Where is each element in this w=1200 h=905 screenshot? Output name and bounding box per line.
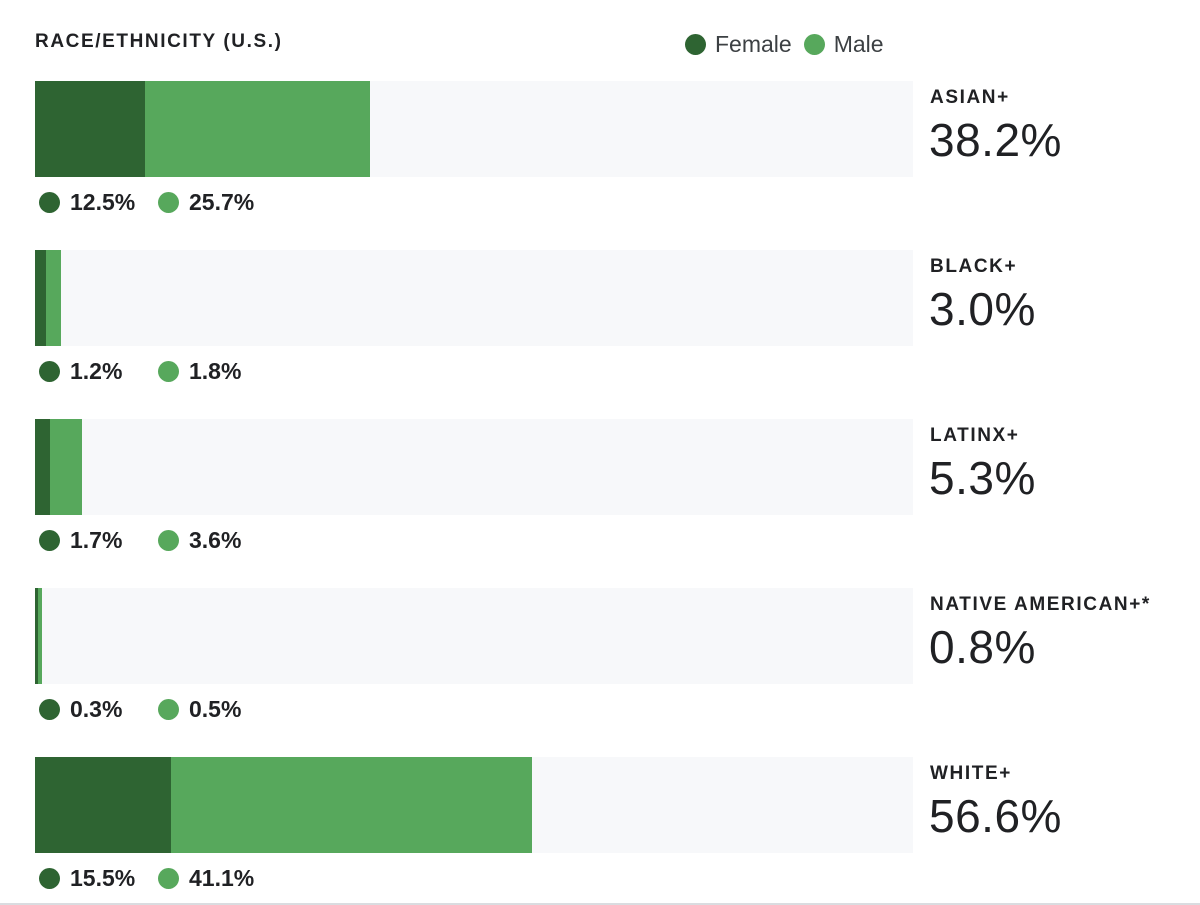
category-label: ASIAN+ xyxy=(930,87,1010,108)
bar-group-white: WHITE+ 56.6% 15.5% 41.1% xyxy=(0,757,1200,897)
chart-title: RACE/ETHNICITY (U.S.) xyxy=(35,31,283,52)
female-value-dot xyxy=(39,361,60,382)
category-total: 0.8% xyxy=(929,621,1036,673)
female-value: 12.5% xyxy=(39,189,135,216)
category-total: 38.2% xyxy=(929,114,1062,166)
category-total: 5.3% xyxy=(929,452,1036,504)
bar-group-latinx: LATINX+ 5.3% 1.7% 3.6% xyxy=(0,419,1200,559)
female-value-text: 1.2% xyxy=(70,358,123,384)
legend-item-female: Female xyxy=(685,31,792,58)
legend-dot-male xyxy=(803,34,825,55)
male-value-dot xyxy=(158,699,179,720)
male-value-text: 25.7% xyxy=(189,189,255,215)
bar-male xyxy=(37,588,42,684)
female-value-text: 1.7% xyxy=(70,527,123,553)
male-value-dot xyxy=(158,361,179,382)
male-value: 25.7% xyxy=(158,189,254,216)
male-value: 1.8% xyxy=(158,358,241,385)
category-label: LATINX+ xyxy=(930,425,1020,446)
category-label: BLACK+ xyxy=(930,256,1018,277)
female-value: 0.3% xyxy=(39,696,122,723)
legend-dot-female xyxy=(685,34,706,55)
bar-female xyxy=(35,419,50,515)
chart-legend: Female Male xyxy=(685,31,896,58)
bar-female xyxy=(35,250,46,346)
female-value-dot xyxy=(39,192,60,213)
male-value-text: 41.1% xyxy=(189,865,255,891)
bar-track xyxy=(35,250,913,346)
bar-male xyxy=(49,419,82,515)
bar-track xyxy=(35,419,913,515)
bar-female xyxy=(35,588,38,684)
bottom-divider xyxy=(0,903,1200,905)
bar-group-asian: ASIAN+ 38.2% 12.5% 25.7% xyxy=(0,81,1200,221)
legend-label-male: Male xyxy=(833,31,884,57)
female-value-dot xyxy=(39,868,60,889)
female-value-text: 12.5% xyxy=(70,189,136,215)
male-value-text: 3.6% xyxy=(189,527,242,553)
bar-group-black: BLACK+ 3.0% 1.2% 1.8% xyxy=(0,250,1200,390)
category-total: 3.0% xyxy=(929,283,1036,335)
category-label: WHITE+ xyxy=(930,763,1012,784)
female-value-text: 0.3% xyxy=(70,696,123,722)
female-value-text: 15.5% xyxy=(70,865,136,891)
male-value-text: 0.5% xyxy=(189,696,242,722)
female-value-dot xyxy=(39,699,60,720)
category-total: 56.6% xyxy=(929,790,1062,842)
legend-item-male: Male xyxy=(803,31,884,58)
bar-male xyxy=(171,757,532,853)
female-value: 1.2% xyxy=(39,358,122,385)
female-value: 15.5% xyxy=(39,865,135,892)
male-value: 41.1% xyxy=(158,865,254,892)
category-label: NATIVE AMERICAN+* xyxy=(930,594,1151,615)
bar-male xyxy=(144,81,371,177)
female-value-dot xyxy=(39,530,60,551)
legend-label-female: Female xyxy=(715,31,792,57)
bar-male xyxy=(45,250,62,346)
male-value-text: 1.8% xyxy=(189,358,242,384)
bar-female xyxy=(35,81,145,177)
male-value: 3.6% xyxy=(158,527,241,554)
male-value-dot xyxy=(158,192,179,213)
male-value: 0.5% xyxy=(158,696,241,723)
male-value-dot xyxy=(158,868,179,889)
bar-group-native-american: NATIVE AMERICAN+* 0.8% 0.3% 0.5% xyxy=(0,588,1200,728)
bar-female xyxy=(35,757,172,853)
bar-track xyxy=(35,588,913,684)
female-value: 1.7% xyxy=(39,527,122,554)
male-value-dot xyxy=(158,530,179,551)
